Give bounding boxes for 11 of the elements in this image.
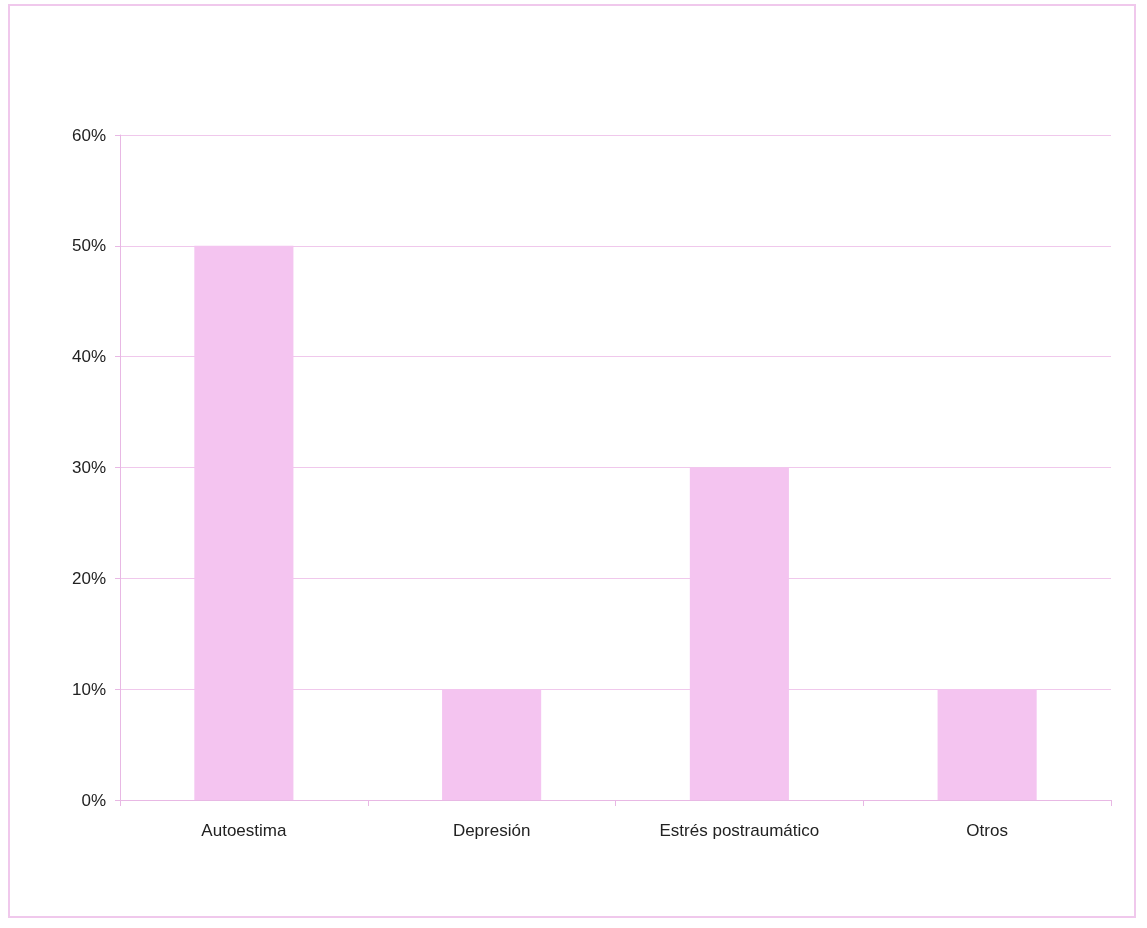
y-tick-label: 30% [71, 458, 106, 477]
y-tick-label: 0% [81, 790, 106, 810]
x-tick-label: Otros [966, 821, 1008, 840]
y-tick-label: 60% [71, 125, 106, 145]
y-tick-label: 40% [71, 347, 106, 367]
y-tick-label: 10% [71, 679, 106, 699]
x-tick-label: Estrés postraumático [659, 821, 820, 840]
x-tick-label: Depresión [452, 821, 531, 840]
x-tick-label: Autoestima [201, 821, 287, 840]
y-tick-label: 20% [71, 568, 106, 588]
y-tick-label: 50% [71, 236, 106, 256]
